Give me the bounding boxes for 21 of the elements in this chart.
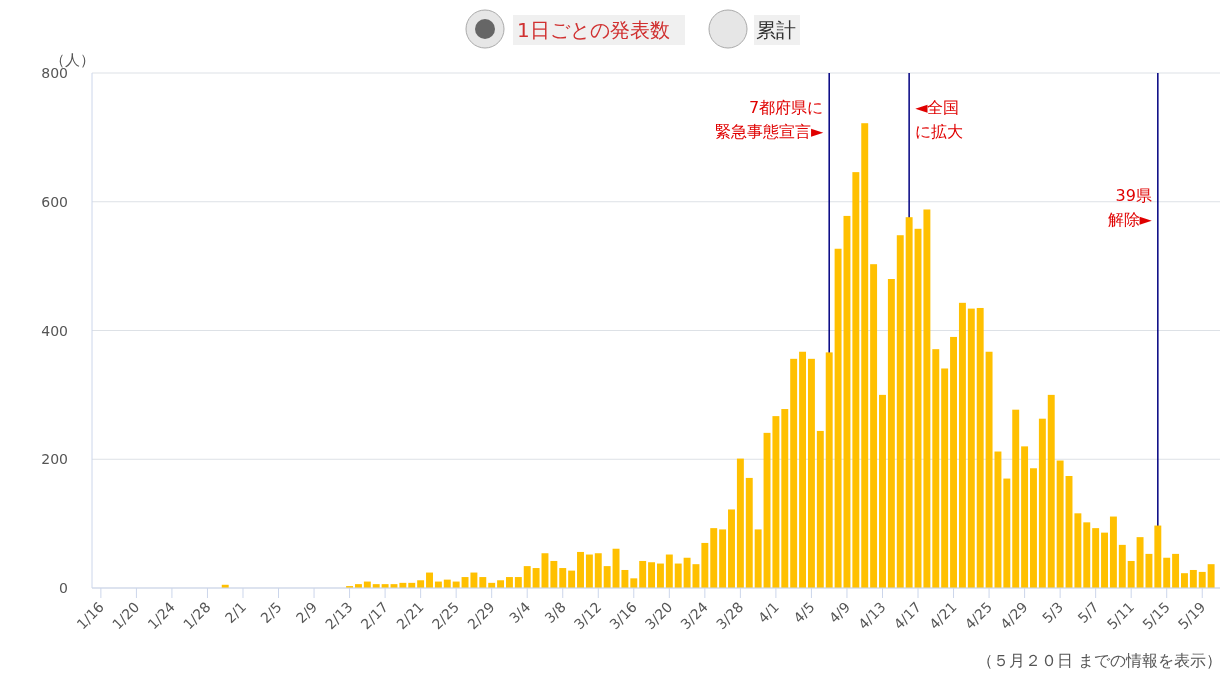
x-tick-label: 4/9 [825, 598, 854, 627]
y-axis-title: （人） [49, 51, 95, 69]
ref-line-label: 7都府県に緊急事態宣言► [714, 98, 824, 141]
y-tick-label: 600 [41, 193, 68, 210]
x-tick-label: 5/7 [1074, 598, 1102, 627]
x-tick-label: 2/5 [257, 598, 285, 627]
x-tick-label: 2/1 [221, 598, 250, 627]
y-tick-label: 400 [41, 322, 68, 339]
x-tick-label: 4/5 [790, 598, 818, 627]
text: 1日ごとの発表数 [517, 18, 670, 42]
text: 累計 [756, 18, 796, 42]
x-tick-label: 2/9 [292, 598, 321, 627]
ref-line-label: ◄全国に拡大 [915, 98, 964, 141]
x-tick-label: 3/4 [506, 598, 534, 627]
ref-line-label: 39県解除► [1107, 186, 1153, 229]
x-tick-label: 5/3 [1039, 598, 1067, 627]
x-tick-label: 3/8 [541, 598, 569, 627]
x-tick-label: 4/1 [754, 598, 783, 627]
text: （５月２０日 までの情報を表示） [976, 651, 1222, 670]
y-tick-label: 200 [41, 451, 68, 468]
y-tick-label: 0 [59, 580, 68, 596]
